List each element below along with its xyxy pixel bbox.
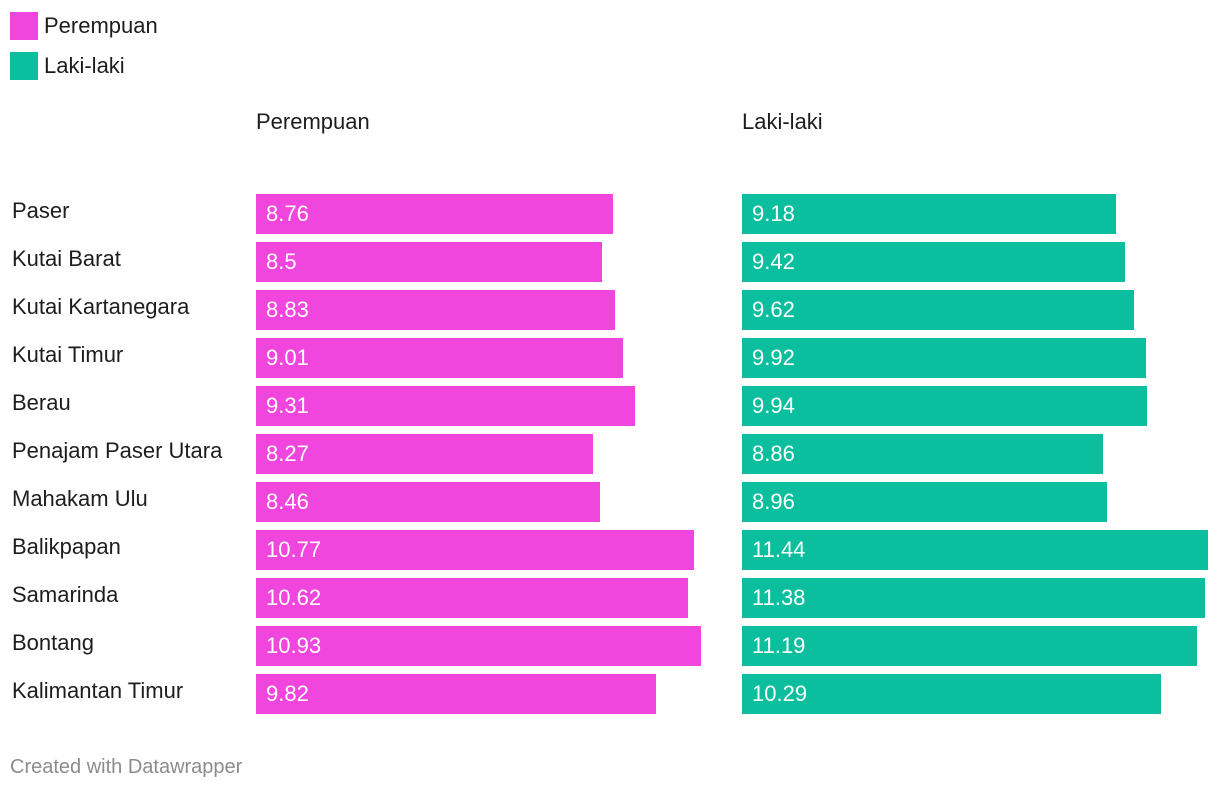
category-label: Bontang [12,630,94,655]
chart-legend: Perempuan Laki-laki [10,12,158,92]
bar-value-label-laki-laki: 9.94 [752,393,795,418]
bar-laki-laki [742,194,1116,234]
legend-swatch-laki-laki [10,52,38,80]
bar-laki-laki [742,482,1107,522]
category-label: Paser [12,198,70,223]
bar-laki-laki [742,530,1208,570]
category-label: Penajam Paser Utara [12,438,223,463]
bar-value-label-laki-laki: 9.92 [752,345,795,370]
category-label: Balikpapan [12,534,121,559]
bar-laki-laki [742,242,1125,282]
category-label: Mahakam Ulu [12,486,148,511]
bar-value-label-laki-laki: 8.86 [752,441,795,466]
bar-laki-laki [742,674,1161,714]
legend-item-perempuan: Perempuan [10,12,158,40]
bar-value-label-laki-laki: 11.19 [752,633,806,658]
bar-perempuan [256,338,623,378]
category-label: Berau [12,390,71,415]
legend-swatch-perempuan [10,12,38,40]
bar-value-label-perempuan: 10.77 [266,537,322,562]
bar-value-label-laki-laki: 9.42 [752,249,795,274]
panel-title-laki-laki: Laki-laki [742,109,823,134]
category-label: Kutai Kartanegara [12,294,190,319]
bar-perempuan [256,674,656,714]
bar-laki-laki [742,578,1205,618]
bar-value-label-laki-laki: 8.96 [752,489,795,514]
bar-value-label-laki-laki: 10.29 [752,681,808,706]
bar-value-label-laki-laki: 9.18 [752,201,795,226]
bar-perempuan [256,434,593,474]
bar-perempuan [256,626,701,666]
bar-perempuan [256,530,694,570]
bar-value-label-perempuan: 8.5 [266,249,297,274]
bar-laki-laki [742,386,1147,426]
bar-laki-laki [742,338,1146,378]
category-label: Kutai Timur [12,342,124,367]
bar-laki-laki [742,290,1134,330]
bar-value-label-laki-laki: 11.38 [752,585,806,610]
panel-title-perempuan: Perempuan [256,109,370,134]
legend-item-laki-laki: Laki-laki [10,52,158,80]
bar-value-label-perempuan: 8.27 [266,441,309,466]
legend-label-laki-laki: Laki-laki [44,53,125,78]
bar-value-label-laki-laki: 11.44 [752,537,806,562]
bar-value-label-perempuan: 9.82 [266,681,309,706]
bar-perempuan [256,386,635,426]
bar-value-label-perempuan: 9.31 [266,393,309,418]
bar-value-label-perempuan: 8.46 [266,489,309,514]
bar-perempuan [256,194,613,234]
bar-value-label-perempuan: 10.62 [266,585,322,610]
bar-value-label-perempuan: 9.01 [266,345,309,370]
bar-value-label-perempuan: 10.93 [266,633,322,658]
bar-perempuan [256,578,688,618]
bar-perempuan [256,242,602,282]
bar-value-label-perempuan: 8.76 [266,201,309,226]
bar-perempuan [256,482,600,522]
legend-label-perempuan: Perempuan [44,13,158,38]
bar-laki-laki [742,434,1103,474]
category-label: Kutai Barat [12,246,121,271]
bar-value-label-perempuan: 8.83 [266,297,309,322]
bar-perempuan [256,290,615,330]
datawrapper-credit: Created with Datawrapper [10,756,243,778]
category-label: Kalimantan Timur [12,678,184,703]
bar-laki-laki [742,626,1197,666]
category-label: Samarinda [12,582,119,607]
bar-value-label-laki-laki: 9.62 [752,297,795,322]
